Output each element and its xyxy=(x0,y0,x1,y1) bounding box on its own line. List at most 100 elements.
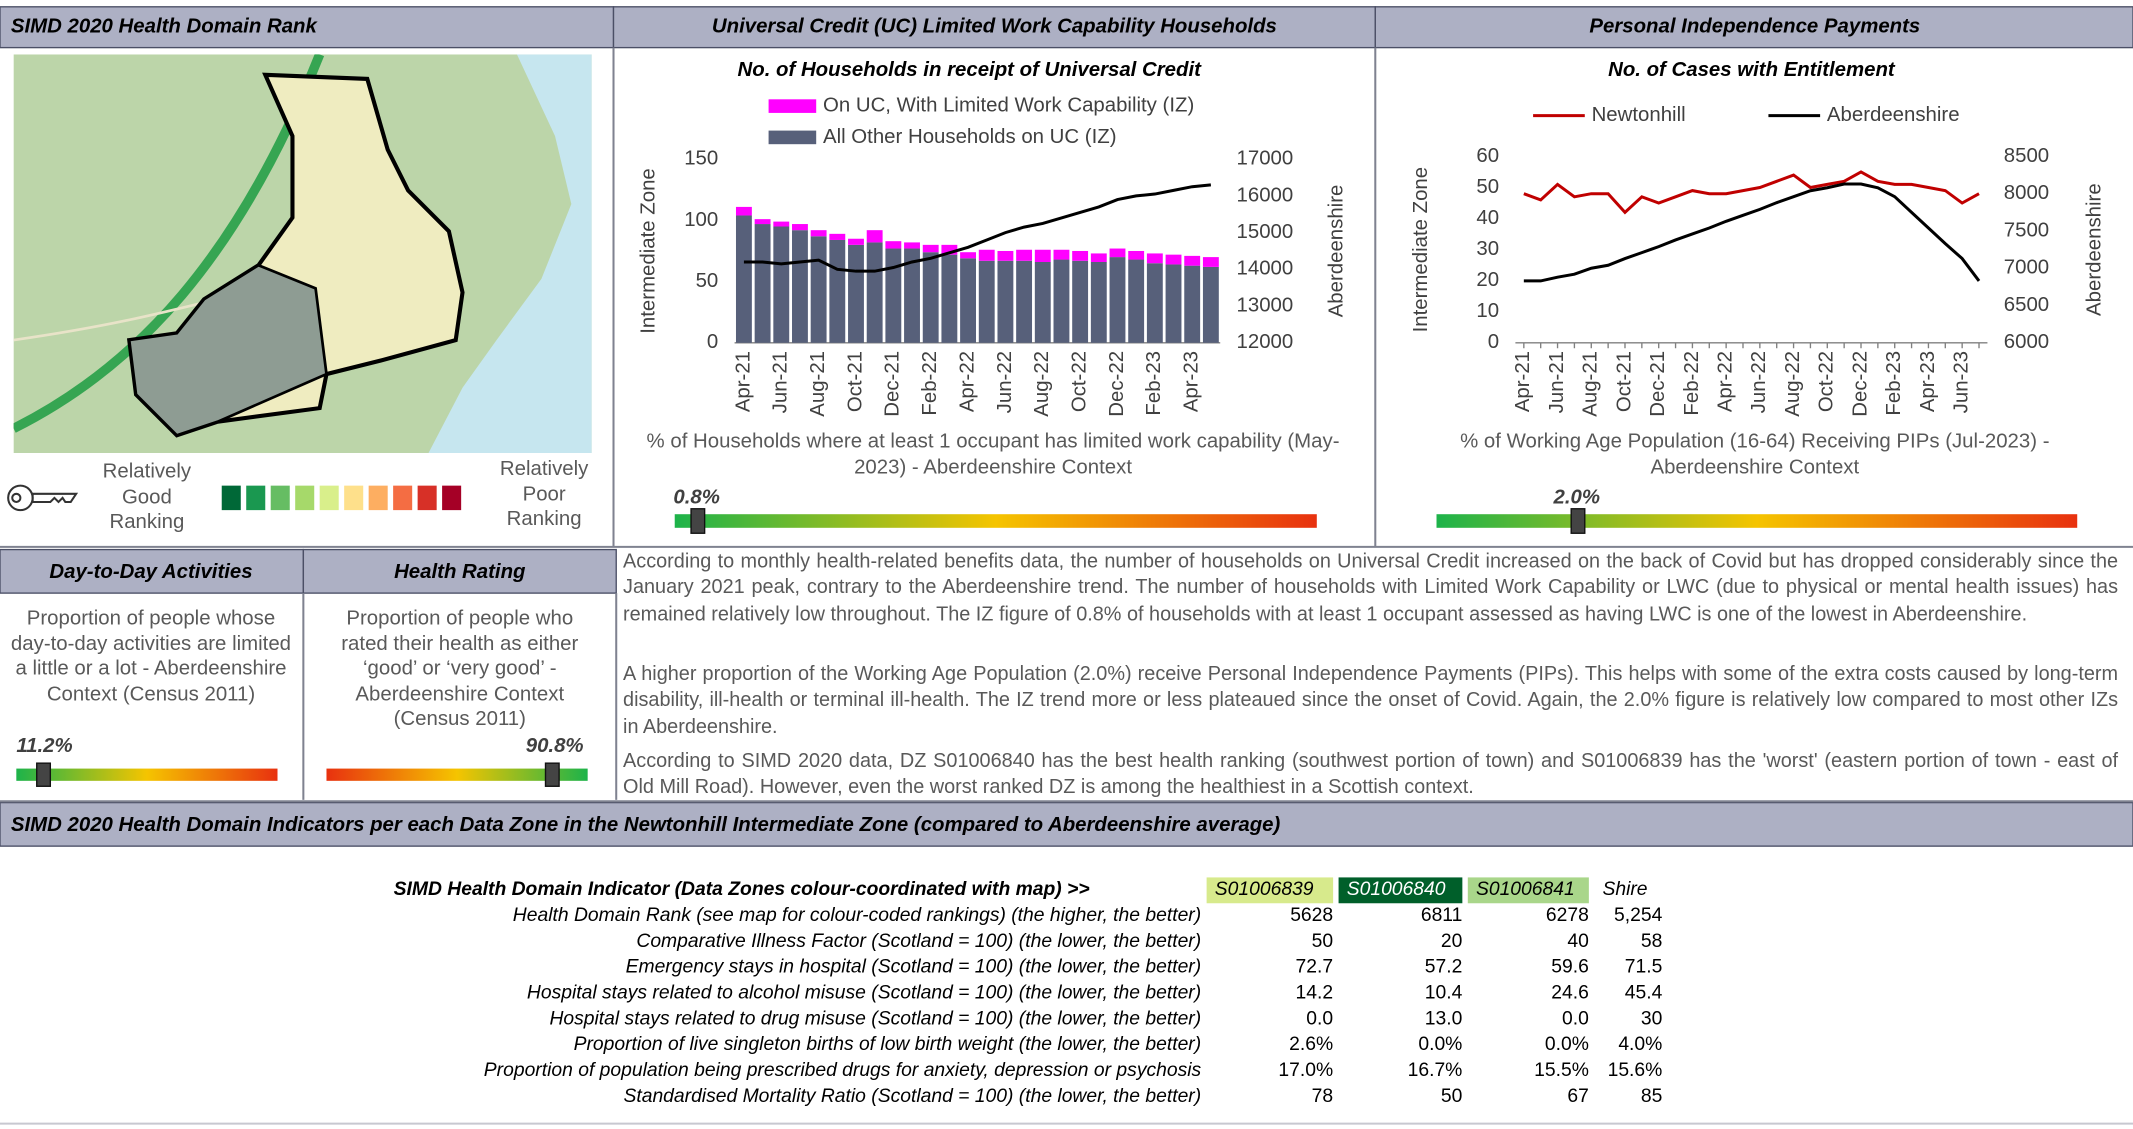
table-cell: 40 xyxy=(1567,930,1589,953)
bar xyxy=(1146,253,1163,264)
x-tick-label: Apr-21 xyxy=(732,351,754,412)
bar xyxy=(1016,260,1033,343)
bar xyxy=(1109,257,1126,343)
bar xyxy=(1202,266,1219,343)
x-tick-label: Apr-22 xyxy=(1715,351,1737,412)
y-tick-label: 150 xyxy=(684,148,718,170)
y-tick-label: 100 xyxy=(684,209,718,231)
x-tick-label: Aug-21 xyxy=(807,351,829,417)
x-tick-label: Jun-21 xyxy=(770,351,792,413)
y2-tick-label: 17000 xyxy=(1237,148,1294,170)
bar xyxy=(848,244,864,343)
table-row: Proportion of population being prescribe… xyxy=(0,1058,1663,1084)
bar xyxy=(885,248,902,343)
commentary: According to monthly health-related bene… xyxy=(623,550,2119,626)
indicator-label: % of Households where at least 1 occupan… xyxy=(646,429,1340,479)
indicator-bar xyxy=(326,768,588,781)
column-header: S01006841 xyxy=(1467,877,1589,904)
bar xyxy=(1109,248,1126,258)
table-cell: 4.0% xyxy=(1618,1033,1663,1056)
bar xyxy=(792,230,808,343)
bar xyxy=(735,206,752,216)
bar xyxy=(978,249,995,261)
table-row: Emergency stays in hospital (Scotland = … xyxy=(0,955,1663,981)
table-cell: 58 xyxy=(1640,930,1663,953)
bar xyxy=(1165,254,1182,265)
bar xyxy=(866,230,883,243)
x-tick-label: Jun-22 xyxy=(1748,351,1770,413)
indicator-value: 2.0% xyxy=(1552,486,1599,508)
table-cell: 30 xyxy=(1640,1008,1663,1030)
table-row: Hospital stays related to drug misuse (S… xyxy=(0,1007,1662,1033)
y-tick-label: 0 xyxy=(707,331,718,353)
row-label: Hospital stays related to drug misuse (S… xyxy=(549,1008,1202,1030)
table-cell: 15.5% xyxy=(1534,1059,1589,1082)
table-cell: 5,254 xyxy=(1614,904,1663,927)
y-axis-label: Intermediate Zone xyxy=(1410,167,1432,332)
y-tick-label: 50 xyxy=(696,270,719,292)
table-row: Proportion of live singleton births of l… xyxy=(0,1032,1663,1058)
y-tick-label: 10 xyxy=(1476,300,1499,322)
description: Proportion of people who rated their hea… xyxy=(341,606,579,731)
table-cell: 15.6% xyxy=(1607,1059,1663,1082)
table-cell: 0.0 xyxy=(1306,1008,1334,1030)
x-tick-label: Jun-23 xyxy=(1951,351,1973,413)
indicator-value: 0.8% xyxy=(673,486,719,508)
indicator-bar xyxy=(1436,514,2078,528)
map-key-icon xyxy=(7,484,79,512)
x-tick-label: Dec-21 xyxy=(1647,351,1669,417)
bar xyxy=(773,221,790,227)
row-label: Proportion of live singleton births of l… xyxy=(573,1033,1202,1056)
x-tick-label: Apr-23 xyxy=(1181,351,1203,412)
map-key-swatches xyxy=(221,485,462,511)
table-cell: 0.0 xyxy=(1562,1008,1589,1030)
table-cell: 78 xyxy=(1311,1085,1334,1108)
table-cell: 85 xyxy=(1640,1085,1663,1108)
row-label: Hospital stays related to alcohol misuse… xyxy=(526,982,1202,1004)
y2-tick-label: 16000 xyxy=(1237,184,1294,206)
y2-tick-label: 6000 xyxy=(2004,331,2049,353)
bar xyxy=(904,248,920,343)
key-label: Relatively Poor Ranking xyxy=(499,457,589,531)
bar xyxy=(922,252,939,343)
bar xyxy=(885,241,902,249)
bar xyxy=(810,230,827,237)
indicator-table: SIMD Health Domain Indicator (Data Zones… xyxy=(0,877,1687,1122)
bar xyxy=(1034,261,1051,343)
indicator-bar xyxy=(16,768,278,781)
bar xyxy=(792,224,808,231)
indicator-label: % of Working Age Population (16-64) Rece… xyxy=(1460,429,2050,479)
table-cell: 50 xyxy=(1440,1085,1463,1108)
table-row: Standardised Mortality Ratio (Scotland =… xyxy=(0,1084,1662,1110)
y2-tick-label: 7500 xyxy=(2004,219,2049,241)
y2-tick-label: 13000 xyxy=(1237,294,1294,316)
indicator-marker xyxy=(690,508,706,534)
chart-title: No. of Households in receipt of Universa… xyxy=(738,59,1203,81)
legend-label: On UC, With Limited Work Capability (IZ) xyxy=(823,94,1194,116)
row-label: Standardised Mortality Ratio (Scotland =… xyxy=(623,1085,1202,1108)
table-cell: 67 xyxy=(1567,1085,1589,1108)
table-cell: 6811 xyxy=(1420,904,1463,927)
y-tick-label: 50 xyxy=(1476,176,1499,198)
panel-header: SIMD 2020 Health Domain Rank xyxy=(11,16,319,38)
table-cell: 20 xyxy=(1440,930,1463,953)
x-tick-label: Apr-22 xyxy=(956,351,978,412)
x-tick-label: Jun-21 xyxy=(1546,351,1568,413)
description: Proportion of people whose day-to-day ac… xyxy=(10,606,292,706)
key-label: Relatively Good Ranking xyxy=(102,459,192,534)
bar xyxy=(997,250,1014,261)
bar xyxy=(829,233,846,240)
bar xyxy=(1165,264,1182,343)
indicator-marker xyxy=(1570,508,1586,534)
x-tick-label: Aug-22 xyxy=(1031,351,1053,417)
commentary: A higher proportion of the Working Age P… xyxy=(623,663,2119,739)
x-tick-label: Feb-23 xyxy=(1883,351,1905,416)
y-tick-label: 40 xyxy=(1476,207,1499,229)
panel-header: SIMD 2020 Health Domain Indicators per e… xyxy=(11,814,1281,836)
bar xyxy=(1072,250,1089,261)
bar xyxy=(960,252,976,259)
bar xyxy=(773,226,790,343)
bar xyxy=(997,260,1014,343)
header-bar xyxy=(0,6,615,49)
